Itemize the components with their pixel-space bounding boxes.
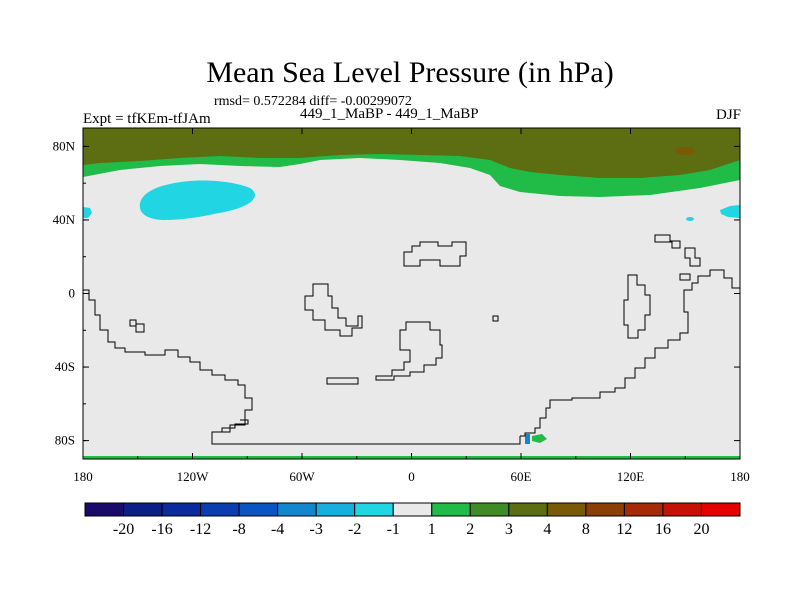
colorbar-label: -1 <box>387 521 400 538</box>
anomaly-fields <box>83 128 740 459</box>
island-outline-c <box>679 273 691 281</box>
axes: 180 120W 60W 0 60E 120E 180 80N 40N 0 40S 80S <box>53 128 750 484</box>
x-tick-label: 120W <box>177 469 210 484</box>
colorbar-label: 4 <box>543 521 551 538</box>
colorbar-swatch <box>84 502 125 517</box>
y-tick-label: 80N <box>53 138 76 153</box>
south-america-outline <box>83 289 521 445</box>
x-tick-label: 0 <box>408 469 415 484</box>
colorbar-label: -2 <box>348 521 361 538</box>
colorbar: -20 -16 -12 -8 -4 -3 -2 -1 1 2 3 4 8 12 16 20 <box>84 502 741 538</box>
island-outline-b <box>684 247 701 267</box>
colorbar-swatch <box>431 502 471 517</box>
negative-anomaly-north-pacific <box>139 180 255 220</box>
colorbar-swatch <box>315 502 356 517</box>
y-tick-label: 80S <box>55 433 75 448</box>
stats-label: rmsd= 0.572284 diff= -0.00299072 <box>214 94 412 109</box>
x-tick-label: 120E <box>617 469 645 484</box>
colorbar-swatch <box>508 502 548 517</box>
landmass-west-outline <box>304 283 363 337</box>
x-tick-label: 180 <box>73 469 93 484</box>
colorbar-swatch <box>392 502 433 517</box>
x-tick-label: 60W <box>289 469 315 484</box>
colorbar-swatch <box>238 502 279 517</box>
landmass-center-outline <box>375 321 443 381</box>
land-outlines <box>83 234 740 445</box>
y-tick-label: 40N <box>53 212 76 227</box>
y-tick-label: 40S <box>55 359 75 374</box>
colorbar-label: 3 <box>505 521 513 538</box>
colorbar-swatch <box>200 502 240 517</box>
x-tick-label: 60E <box>511 469 532 484</box>
colorbar-label: 8 <box>582 521 590 538</box>
colorbar-label: -3 <box>310 521 323 538</box>
negative-anomaly-west-edge <box>83 207 92 218</box>
negative-anomaly-east-edge <box>720 205 740 218</box>
difference-label: 449_1_MaBP - 449_1_MaBP <box>300 106 479 122</box>
positive-anomaly-spot-south <box>532 434 547 443</box>
season-label: DJF <box>715 107 741 123</box>
colorbar-label: -16 <box>151 521 172 538</box>
maritime-continent-outline <box>623 274 651 339</box>
colorbar-swatch <box>662 502 702 517</box>
experiment-label: Expt = tfKEm-tfJAm <box>83 111 211 127</box>
colorbar-label: 16 <box>655 521 671 538</box>
colorbar-label: -8 <box>232 521 245 538</box>
colorbar-label: 1 <box>428 521 436 538</box>
y-tick-label: 0 <box>69 286 76 301</box>
antarctic-inlet-outline <box>221 419 249 432</box>
positive-anomaly-spot <box>675 147 695 155</box>
colorbar-swatch <box>354 502 394 517</box>
colorbar-label: -4 <box>271 521 284 538</box>
island-outline-e <box>135 323 145 333</box>
africa-east-coast-outline <box>520 269 740 437</box>
island-outline-f <box>492 315 499 322</box>
colorbar-swatch <box>161 502 202 517</box>
landmass-bar-outline <box>326 377 359 385</box>
colorbar-swatch <box>469 502 510 517</box>
chart-title: Mean Sea Level Pressure (in hPa) <box>206 56 614 89</box>
colorbar-label: 12 <box>616 521 632 538</box>
colorbar-label: -20 <box>113 521 134 538</box>
colorbar-swatch <box>546 502 587 517</box>
x-tick-label: 180 <box>730 469 750 484</box>
island-outline-a <box>654 234 681 249</box>
landmass-north-outline <box>403 241 467 267</box>
colorbar-swatch <box>123 502 163 517</box>
colorbar-label: 20 <box>693 521 709 538</box>
colorbar-swatch <box>700 502 741 517</box>
colorbar-swatch <box>585 502 625 517</box>
negative-anomaly-spot-south <box>525 434 530 444</box>
colorbar-label: -12 <box>190 521 211 538</box>
positive-anomaly-band-dark <box>83 128 740 178</box>
colorbar-swatch <box>623 502 664 517</box>
colorbar-label: 2 <box>466 521 474 538</box>
negative-anomaly-small <box>686 217 694 221</box>
colorbar-swatch <box>277 502 317 517</box>
